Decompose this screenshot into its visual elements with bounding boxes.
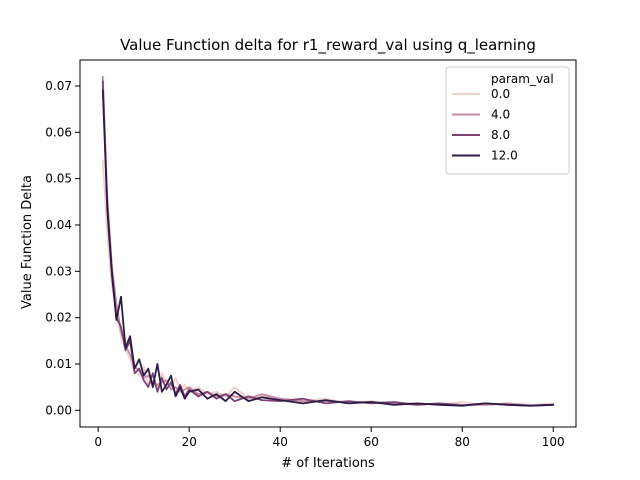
y-tick-label: 0.00: [45, 403, 72, 417]
chart-title: Value Function delta for r1_reward_val u…: [120, 36, 536, 55]
y-axis-label: Value Function Delta: [20, 175, 35, 309]
x-tick-label: 0: [94, 435, 102, 449]
legend-entry-label: 8.0: [491, 128, 510, 142]
x-tick-label: 40: [273, 435, 288, 449]
y-tick-label: 0.07: [45, 79, 72, 93]
x-tick-label: 20: [182, 435, 197, 449]
axes-frame: [79, 59, 577, 428]
y-axis-ticks: 0.00 0.01 0.02 0.03 0.04 0.05 0.06 0.07: [45, 79, 80, 417]
x-tick-label: 80: [455, 435, 470, 449]
x-axis-ticks: 0 20 40 60 80 100: [94, 427, 565, 449]
y-tick-label: 0.04: [45, 218, 72, 232]
x-axis-label: # of Iterations: [281, 456, 375, 471]
legend-entry-label: 0.0: [491, 87, 510, 101]
x-tick-label: 60: [364, 435, 379, 449]
legend-entry-label: 12.0: [491, 149, 518, 163]
series-line-12-0: [101, 89, 555, 407]
y-tick-label: 0.06: [45, 125, 72, 139]
x-tick-label: 100: [542, 435, 565, 449]
y-tick-label: 0.01: [45, 357, 72, 371]
y-tick-label: 0.05: [45, 172, 72, 186]
y-tick-label: 0.02: [45, 311, 72, 325]
y-tick-label: 0.03: [45, 264, 72, 278]
series-layer: [101, 75, 555, 407]
plot-area: 0 20 40 60 80 100 0.000.010.020.030.040.050.0…: [45, 59, 577, 449]
legend-entry-label: 4.0: [491, 108, 510, 122]
legend-title: param_val: [491, 72, 554, 86]
